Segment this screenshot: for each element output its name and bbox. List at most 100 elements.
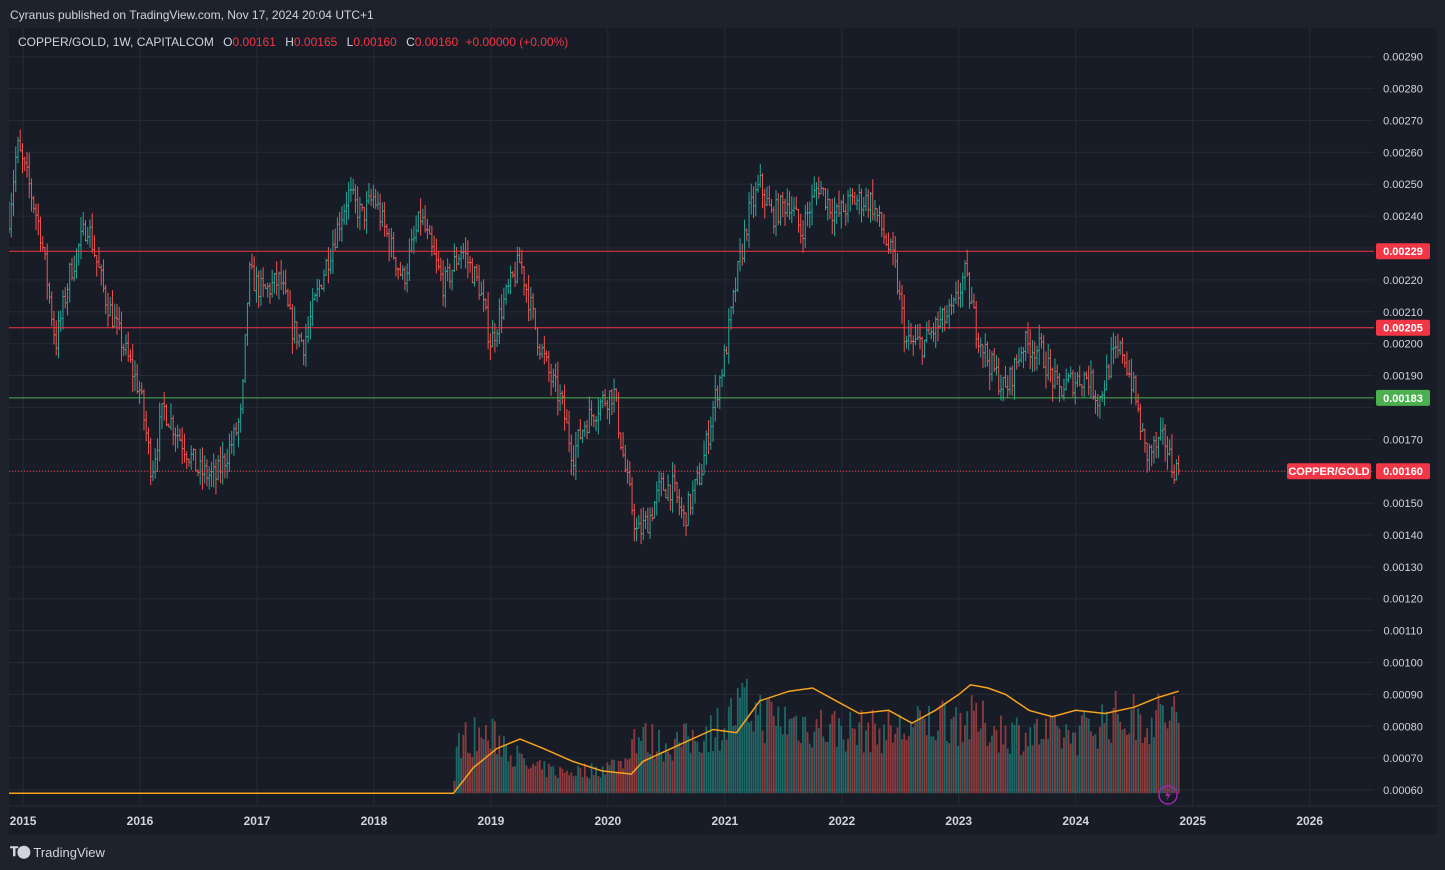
candle	[72, 255, 76, 282]
candle	[378, 193, 382, 231]
candle	[1042, 335, 1046, 369]
candle	[911, 335, 915, 356]
candle	[1165, 436, 1170, 470]
volume-bar	[912, 727, 915, 794]
volume-bar	[849, 711, 852, 794]
candle	[931, 322, 936, 342]
candle	[610, 389, 614, 416]
candle	[1127, 359, 1131, 378]
volume-bar	[829, 724, 831, 794]
candle	[639, 508, 643, 545]
volume-bar	[568, 775, 570, 794]
volume-bar	[955, 707, 957, 794]
candle	[446, 258, 450, 282]
close-key: C	[406, 35, 415, 49]
candle	[365, 190, 369, 234]
candle	[1060, 386, 1064, 397]
candle	[389, 227, 393, 258]
candle	[1152, 436, 1156, 464]
candle	[527, 274, 531, 322]
volume-bar	[1060, 748, 1063, 794]
volume-bar	[1067, 730, 1070, 794]
candle	[131, 344, 135, 393]
candle	[272, 273, 277, 294]
candle	[1021, 347, 1026, 369]
volume-bar	[840, 725, 843, 794]
candle	[189, 445, 193, 470]
candle	[425, 218, 429, 240]
chart-area[interactable]	[9, 28, 1437, 834]
time-tick: 2022	[828, 814, 855, 828]
candle	[457, 254, 461, 266]
candle	[929, 327, 933, 340]
candle	[18, 129, 22, 152]
volume-bar	[577, 765, 579, 794]
symbol-name[interactable]: COPPER/GOLD, 1W, CAPITALCOM	[18, 35, 214, 49]
candle	[63, 287, 67, 309]
candle	[583, 421, 587, 437]
candle	[110, 290, 115, 329]
volume-bar	[473, 717, 476, 794]
volume-bar	[653, 758, 656, 794]
candle	[1161, 418, 1165, 446]
symbol-legend[interactable]: COPPER/GOLD, 1W, CAPITALCOM O0.00161 H0.…	[18, 35, 568, 49]
candle	[868, 191, 873, 223]
volume-bar	[1150, 717, 1153, 794]
volume-bar	[680, 746, 683, 794]
volume-bar	[723, 728, 726, 794]
volume-bar	[579, 767, 582, 794]
volume-bar	[988, 742, 991, 794]
candle	[437, 250, 441, 271]
volume-bar	[617, 760, 620, 794]
volume-bar	[736, 687, 739, 794]
candle	[394, 256, 398, 277]
volume-bar	[1036, 718, 1038, 794]
candle	[1105, 354, 1109, 391]
volume-bar	[1085, 717, 1088, 794]
candle	[925, 321, 929, 343]
candle	[428, 225, 432, 235]
candle	[306, 316, 310, 343]
candle	[1143, 428, 1147, 453]
volume-bar	[529, 767, 532, 794]
volume-bar	[718, 750, 721, 794]
volume-bar	[586, 776, 588, 794]
candle	[587, 396, 591, 434]
candle	[153, 448, 157, 479]
candle	[985, 341, 990, 367]
volume-bar	[1038, 744, 1041, 794]
candle	[731, 289, 735, 315]
candle	[430, 225, 434, 257]
volume-bar	[646, 752, 649, 794]
candle	[347, 182, 351, 220]
candle	[155, 438, 160, 472]
candle	[544, 350, 549, 362]
volume-bar	[610, 759, 613, 794]
candle	[691, 480, 695, 515]
volume-bar	[709, 715, 712, 794]
candle	[1051, 367, 1055, 402]
volume-bar	[691, 729, 694, 794]
volume-bar	[941, 700, 944, 794]
candle	[623, 444, 627, 473]
candle	[277, 271, 281, 300]
volume-bar	[826, 742, 829, 794]
lightning-icon[interactable]	[1158, 785, 1178, 805]
volume-bar	[831, 714, 834, 794]
candle	[1100, 390, 1104, 402]
volume-bar	[1130, 709, 1133, 794]
level-label-1: 0.00205	[1383, 323, 1423, 335]
price-tick: 0.00200	[1383, 339, 1423, 351]
candle	[1087, 365, 1091, 396]
volume-bar	[869, 752, 872, 794]
candle	[695, 465, 699, 486]
volume-bar	[1099, 726, 1101, 794]
candle	[634, 517, 639, 542]
volume-bar	[669, 754, 672, 794]
candle	[90, 213, 94, 254]
price-tick: 0.00270	[1383, 115, 1423, 127]
volume-bar	[817, 728, 820, 794]
candle	[1168, 439, 1172, 456]
candle	[927, 319, 931, 335]
